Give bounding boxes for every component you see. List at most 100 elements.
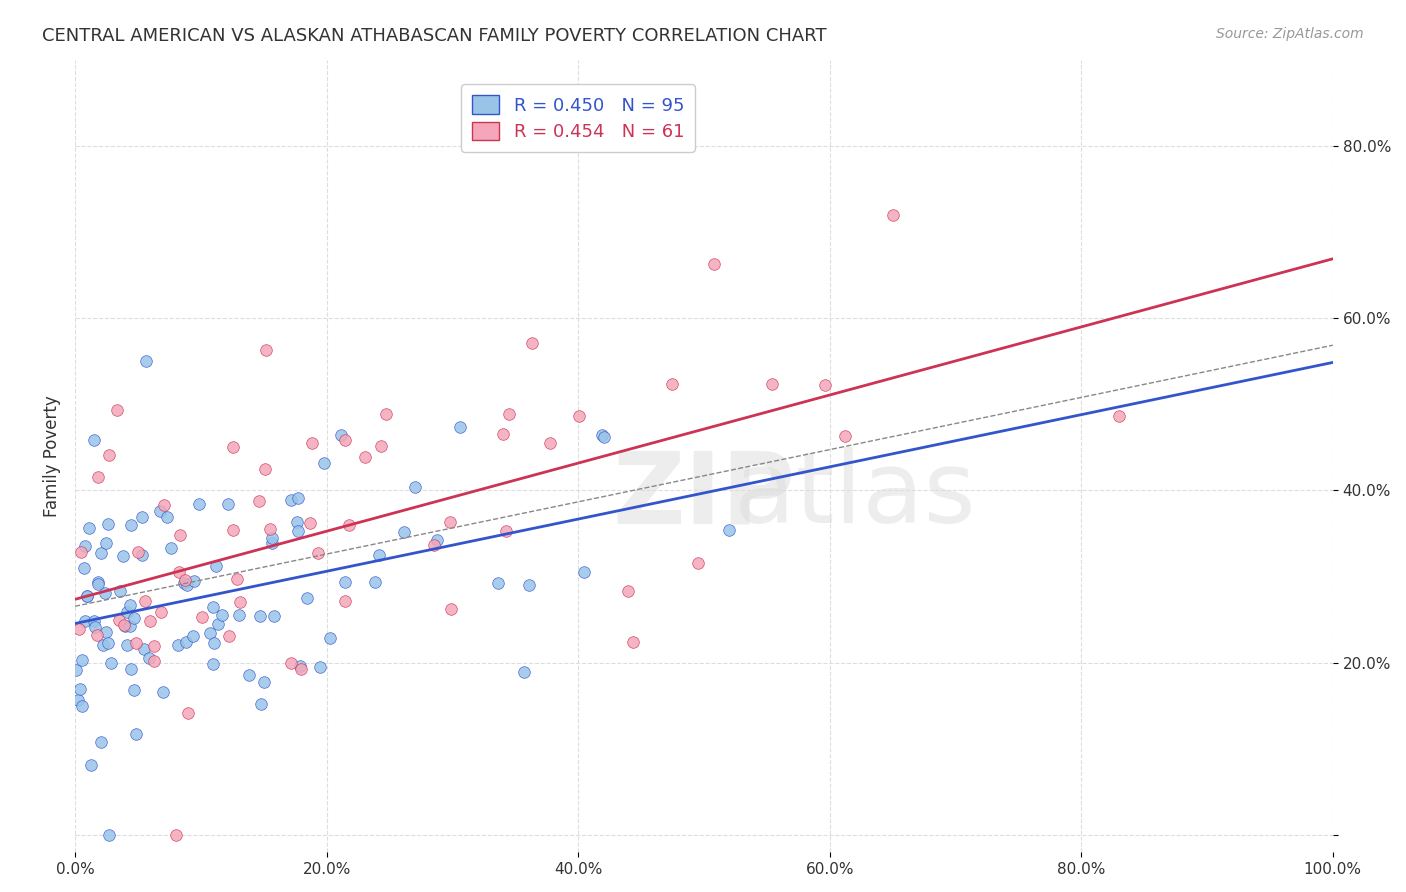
Alaskan Athabascans xyxy=(354,450,377,465)
Central Americans xyxy=(135,354,157,368)
Central Americans xyxy=(513,665,536,679)
Central Americans xyxy=(108,583,131,598)
Central Americans xyxy=(262,531,284,545)
Central Americans xyxy=(319,631,342,645)
Central Americans xyxy=(252,674,274,689)
Central Americans xyxy=(131,509,153,524)
Central Americans xyxy=(249,609,271,624)
Central Americans xyxy=(404,480,426,494)
Alaskan Athabascans xyxy=(440,602,463,616)
Alaskan Athabascans xyxy=(298,516,321,530)
Central Americans xyxy=(174,635,197,649)
Central Americans xyxy=(314,456,336,470)
Central Americans xyxy=(188,497,211,511)
Central Americans xyxy=(118,598,141,612)
Central Americans xyxy=(87,577,110,591)
Central Americans xyxy=(70,698,93,713)
Alaskan Athabascans xyxy=(86,627,108,641)
Central Americans xyxy=(149,504,172,518)
Alaskan Athabascans xyxy=(814,378,837,392)
Central Americans xyxy=(201,657,224,671)
Alaskan Athabascans xyxy=(174,573,197,587)
Central Americans xyxy=(86,575,108,590)
Central Americans xyxy=(94,586,117,600)
Central Americans xyxy=(120,662,142,676)
Central Americans xyxy=(152,685,174,699)
Alaskan Athabascans xyxy=(134,593,156,607)
Central Americans xyxy=(83,433,105,447)
Central Americans xyxy=(97,516,120,531)
Central Americans xyxy=(115,639,138,653)
Central Americans xyxy=(262,536,284,550)
Central Americans xyxy=(211,608,233,623)
Central Americans xyxy=(228,607,250,622)
Central Americans xyxy=(333,574,356,589)
Central Americans xyxy=(592,430,614,444)
Alaskan Athabascans xyxy=(143,654,166,668)
Central Americans xyxy=(280,492,302,507)
Central Americans xyxy=(200,626,222,640)
Alaskan Athabascans xyxy=(661,377,683,392)
Alaskan Athabascans xyxy=(177,706,200,720)
Alaskan Athabascans xyxy=(125,636,148,650)
Alaskan Athabascans xyxy=(112,617,135,632)
Alaskan Athabascans xyxy=(333,434,356,448)
Alaskan Athabascans xyxy=(169,528,191,542)
Alaskan Athabascans xyxy=(87,470,110,484)
Alaskan Athabascans xyxy=(498,407,520,421)
Alaskan Athabascans xyxy=(520,335,543,350)
Central Americans xyxy=(100,656,122,670)
Central Americans xyxy=(124,683,146,698)
Alaskan Athabascans xyxy=(703,256,725,270)
Alaskan Athabascans xyxy=(67,622,90,636)
Alaskan Athabascans xyxy=(422,538,444,552)
Central Americans xyxy=(394,524,416,539)
Central Americans xyxy=(176,578,198,592)
Alaskan Athabascans xyxy=(307,546,329,560)
Central Americans xyxy=(77,521,100,535)
Central Americans xyxy=(263,608,285,623)
Alaskan Athabascans xyxy=(617,584,640,599)
Central Americans xyxy=(287,524,309,538)
Central Americans xyxy=(426,533,449,547)
Alaskan Athabascans xyxy=(259,522,281,536)
Alaskan Athabascans xyxy=(834,428,856,442)
Text: ZIP: ZIP xyxy=(613,447,796,544)
Alaskan Athabascans xyxy=(882,208,904,222)
Central Americans xyxy=(124,611,146,625)
Alaskan Athabascans xyxy=(153,498,176,512)
Central Americans xyxy=(718,523,741,537)
Alaskan Athabascans xyxy=(150,605,173,619)
Central Americans xyxy=(91,638,114,652)
Alaskan Athabascans xyxy=(374,407,396,421)
Central Americans xyxy=(73,539,96,553)
Alaskan Athabascans xyxy=(165,828,187,842)
Central Americans xyxy=(330,428,353,442)
Alaskan Athabascans xyxy=(280,656,302,670)
Central Americans xyxy=(75,614,97,628)
Central Americans xyxy=(287,515,309,529)
Text: atlas: atlas xyxy=(734,447,976,544)
Alaskan Athabascans xyxy=(222,440,245,454)
Central Americans xyxy=(120,517,142,532)
Alaskan Athabascans xyxy=(538,435,561,450)
Central Americans xyxy=(205,559,228,574)
Alaskan Athabascans xyxy=(492,426,515,441)
Alaskan Athabascans xyxy=(254,343,277,358)
Alaskan Athabascans xyxy=(254,462,277,476)
Alaskan Athabascans xyxy=(69,544,91,558)
Central Americans xyxy=(83,615,105,629)
Central Americans xyxy=(202,636,225,650)
Alaskan Athabascans xyxy=(495,524,517,539)
Central Americans xyxy=(295,591,318,606)
Central Americans xyxy=(308,659,330,673)
Y-axis label: Family Poverty: Family Poverty xyxy=(44,395,60,516)
Central Americans xyxy=(79,757,101,772)
Alaskan Athabascans xyxy=(370,439,392,453)
Central Americans xyxy=(517,578,540,592)
Central Americans xyxy=(156,509,179,524)
Alaskan Athabascans xyxy=(686,557,709,571)
Central Americans xyxy=(173,576,195,591)
Alaskan Athabascans xyxy=(439,516,461,530)
Alaskan Athabascans xyxy=(761,377,783,392)
